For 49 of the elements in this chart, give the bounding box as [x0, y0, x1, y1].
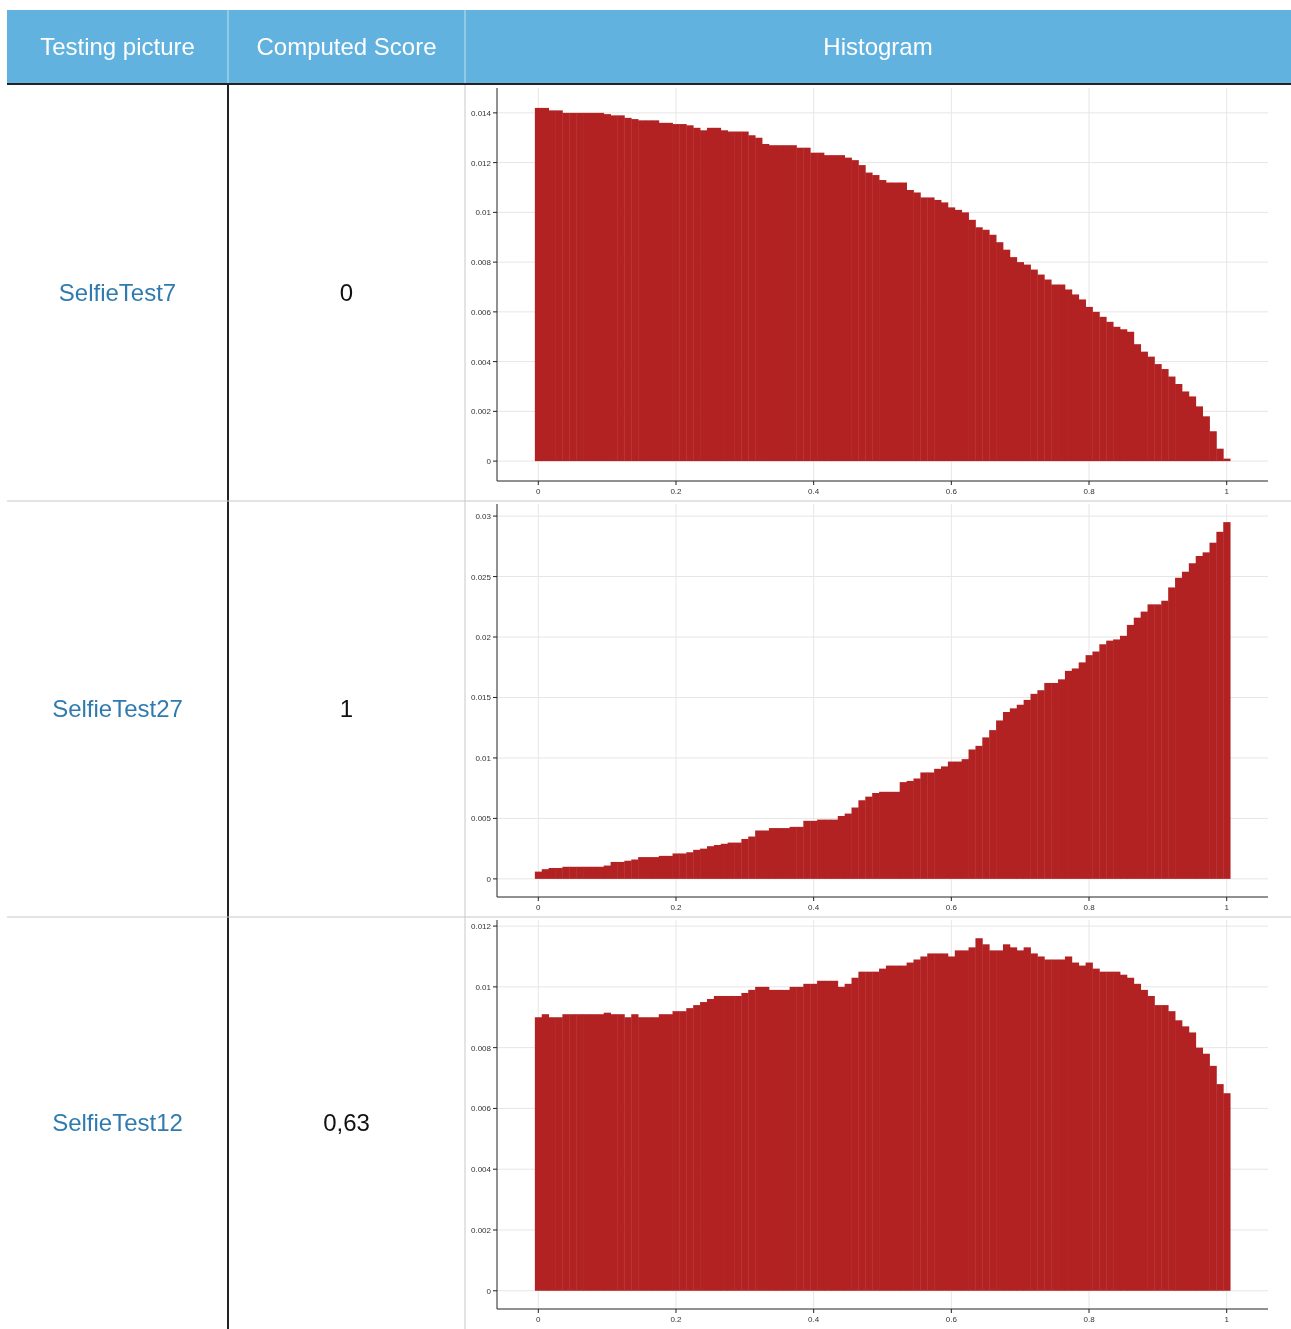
y-tick-label: 0.002 — [470, 1225, 492, 1235]
y-tick-label: 0.015 — [470, 693, 492, 703]
x-tick-label: 1 — [1224, 1315, 1230, 1324]
text: Computed Score — [256, 32, 437, 60]
y-tick-label: 0.005 — [470, 814, 492, 824]
x-tick-label: 0 — [536, 903, 542, 912]
text: SelfieTest7 — [58, 279, 177, 306]
x-tick-label: 0.2 — [670, 1315, 683, 1324]
y-tick-label: 0 — [486, 1286, 492, 1296]
y-tick-label: 0.012 — [470, 922, 492, 932]
x-tick-label: 0.2 — [670, 487, 683, 496]
text: Histogram — [823, 32, 933, 60]
y-tick-label: 0.004 — [470, 1165, 492, 1175]
y-tick-label: 0.01 — [475, 753, 492, 763]
text: Testing picture — [40, 32, 195, 60]
x-tick-label: 0.8 — [1083, 487, 1096, 496]
y-tick-label: 0.006 — [470, 1104, 492, 1114]
x-tick-label: 1 — [1224, 903, 1230, 912]
x-tick-label: 0.6 — [945, 1315, 958, 1324]
x-tick-label: 0.4 — [808, 1315, 820, 1324]
y-tick-label: 0.01 — [475, 982, 492, 992]
text: SelfieTest27 — [52, 695, 183, 722]
x-tick-label: 0 — [536, 487, 542, 496]
y-tick-label: 0 — [486, 874, 492, 884]
x-tick-label: 1 — [1224, 487, 1230, 496]
x-tick-label: 0.4 — [808, 487, 820, 496]
y-tick-label: 0.01 — [475, 208, 492, 218]
x-tick-label: 0.6 — [945, 487, 958, 496]
x-tick-label: 0.2 — [670, 903, 683, 912]
x-tick-label: 0.8 — [1083, 1315, 1096, 1324]
y-tick-label: 0.002 — [470, 407, 492, 417]
y-tick-label: 0.006 — [470, 307, 492, 317]
y-tick-label: 0.008 — [470, 1043, 492, 1053]
text: 0,63 — [323, 1109, 370, 1136]
y-tick-label: 0.004 — [470, 357, 492, 367]
y-tick-label: 0.03 — [475, 512, 492, 522]
x-tick-label: 0 — [536, 1315, 542, 1324]
y-tick-label: 0.014 — [470, 108, 492, 118]
text: SelfieTest12 — [52, 1109, 183, 1136]
x-tick-label: 0.4 — [808, 903, 820, 912]
y-tick-label: 0.02 — [475, 633, 492, 643]
x-tick-label: 0.8 — [1083, 903, 1096, 912]
text: 0 — [339, 279, 354, 306]
y-tick-label: 0.025 — [470, 572, 492, 582]
y-tick-label: 0.008 — [470, 258, 492, 268]
text: 1 — [339, 695, 354, 722]
x-tick-label: 0.6 — [945, 903, 958, 912]
y-tick-label: 0 — [486, 457, 492, 467]
y-tick-label: 0.012 — [470, 158, 492, 168]
